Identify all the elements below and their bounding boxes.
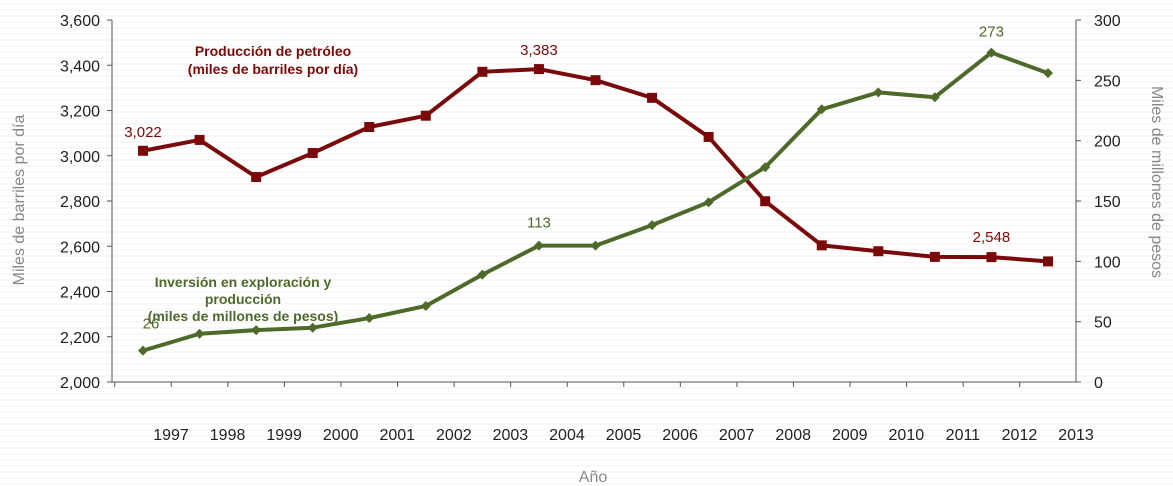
data-point-marker (420, 110, 431, 121)
series-name-label: Inversión en exploración y (155, 274, 332, 290)
left-tick-label: 2,000 (60, 375, 100, 392)
x-tick-label: 1999 (266, 427, 302, 444)
data-point-marker (647, 92, 658, 103)
series-name-label: (miles de barriles por día) (188, 61, 358, 77)
data-point-marker (986, 47, 997, 58)
right-tick-label: 0 (1094, 375, 1103, 392)
data-point-marker (703, 131, 714, 142)
left-tick-label: 2,400 (60, 285, 100, 302)
data-point-marker (251, 172, 262, 183)
data-point-marker (986, 252, 997, 263)
series-name-label: Producción de petróleo (195, 43, 351, 59)
series-markers (138, 47, 1053, 356)
data-point-marker (364, 313, 375, 324)
left-tick-label: 2,600 (60, 239, 100, 256)
data-point-marker (251, 325, 262, 336)
data-point-marker (1043, 68, 1053, 79)
x-tick-label: 2013 (1058, 427, 1094, 444)
x-axis-title: Año (579, 469, 608, 486)
data-point-marker (1043, 256, 1053, 267)
data-label: 113 (527, 215, 551, 232)
data-label: 26 (143, 316, 160, 333)
data-point-marker (364, 122, 375, 133)
left-axis-title: Miles de barriles por día (11, 115, 28, 286)
x-tick-label: 2007 (719, 427, 755, 444)
data-point-marker (533, 64, 544, 75)
left-tick-label: 3,400 (60, 58, 100, 75)
data-point-marker (873, 87, 884, 98)
data-point-marker (590, 240, 601, 251)
data-point-marker (307, 148, 318, 159)
axes: 2,000 2,200 2,400 2,600 2,800 3,000 3,200 3,400… (11, 13, 1165, 486)
data-point-marker (816, 240, 827, 251)
x-tick-label: 2012 (1002, 427, 1038, 444)
series-name-label: producción (205, 291, 281, 307)
data-point-marker (929, 92, 940, 103)
data-point-marker (533, 240, 544, 251)
data-label: 3,022 (124, 124, 162, 141)
series-line-0 (142, 67, 1049, 264)
data-label: 273 (979, 24, 1004, 41)
x-tick-label: 2002 (436, 427, 472, 444)
data-point-marker (194, 134, 205, 145)
labels: Producción de petróleo (miles de barriles… (124, 24, 1010, 333)
background-stripes (0, 3, 1173, 485)
x-tick-label: 1997 (153, 427, 189, 444)
right-tick-label: 50 (1094, 315, 1112, 332)
x-tick-label: 2004 (549, 427, 585, 444)
right-tick-label: 250 (1094, 73, 1121, 90)
x-tick-label: 2011 (946, 427, 981, 444)
left-tick-label: 2,200 (60, 330, 100, 347)
data-point-marker (194, 328, 205, 339)
data-point-marker (307, 322, 318, 333)
data-point-marker (138, 345, 148, 356)
x-tick-label: 2001 (379, 427, 415, 444)
data-point-marker (760, 196, 771, 207)
data-point-marker (929, 251, 940, 262)
x-tick-label: 2009 (832, 427, 868, 444)
left-tick-label: 3,000 (60, 149, 100, 166)
data-point-marker (590, 75, 601, 86)
data-point-marker (647, 220, 658, 231)
x-tick-label: 1998 (210, 427, 246, 444)
data-point-marker (477, 269, 488, 280)
data-label: 2,548 (973, 229, 1011, 246)
x-tick-label: 2000 (323, 427, 359, 444)
x-tick-label: 2003 (493, 427, 529, 444)
x-tick-label: 2005 (606, 427, 642, 444)
x-tick-label: 2006 (662, 427, 698, 444)
data-point-marker (420, 300, 431, 311)
right-tick-label: 150 (1094, 194, 1121, 211)
right-tick-label: 100 (1094, 254, 1121, 271)
series-name-label: (miles de millones de pesos) (148, 308, 339, 324)
left-tick-label: 3,600 (60, 13, 100, 30)
data-point-marker (760, 162, 771, 173)
right-axis-title: Miles de millones de pesos (1148, 86, 1165, 278)
data-label: 3,383 (520, 42, 558, 59)
data-point-marker (703, 197, 714, 208)
right-tick-label: 200 (1094, 134, 1121, 151)
data-point-marker (138, 145, 148, 156)
data-point-marker (477, 66, 488, 77)
data-point-marker (816, 104, 827, 115)
left-tick-label: 3,200 (60, 104, 100, 121)
data-point-marker (873, 246, 884, 257)
left-tick-label: 2,800 (60, 194, 100, 211)
x-tick-label: 2010 (889, 427, 925, 444)
right-tick-label: 300 (1094, 13, 1121, 30)
x-tick-label: 2008 (775, 427, 811, 444)
